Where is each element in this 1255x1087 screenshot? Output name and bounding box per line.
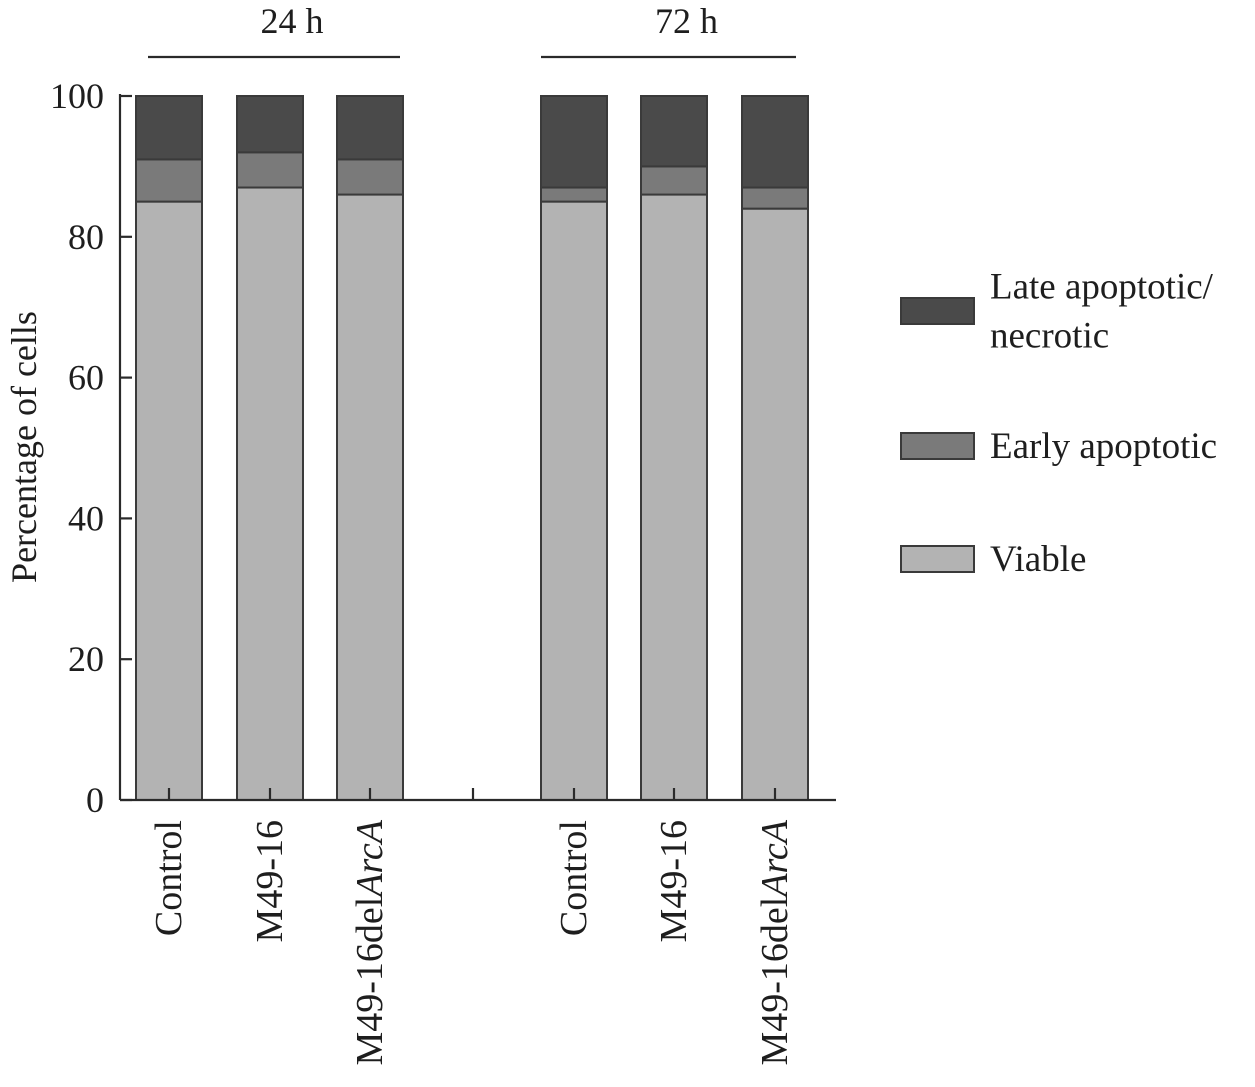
bar-segment-late-apoptotic [540, 95, 608, 189]
y-axis-title: Percentage of cells [4, 311, 44, 583]
y-tick-label: 60 [68, 358, 104, 398]
x-category-label: M49-16 [249, 820, 291, 942]
x-category-label: M49-16delArcA [754, 819, 796, 1065]
y-tick-label: 40 [68, 498, 104, 538]
stacked-bar [135, 95, 203, 802]
bar-segment-late-apoptotic [236, 95, 304, 154]
group-headers: 24 h 72 h [148, 1, 796, 59]
legend-label: Late apoptotic/ [990, 267, 1214, 308]
stacked-bar [540, 95, 608, 802]
bar-segment-early-apoptotic [640, 165, 708, 196]
x-category-label: M49-16delArcA [349, 819, 391, 1065]
y-tick-label: 80 [68, 217, 104, 257]
bar-segment-late-apoptotic [336, 95, 404, 161]
legend-swatch [900, 432, 975, 460]
bar-segment-viable [135, 200, 203, 802]
stacked-bar [640, 95, 708, 801]
stacked-bar [236, 95, 304, 801]
bar-segment-viable [741, 207, 809, 801]
bar-segment-viable [336, 193, 404, 801]
legend-label: necrotic [990, 316, 1109, 357]
bar-segment-late-apoptotic [135, 95, 203, 161]
bar-segment-early-apoptotic [236, 151, 304, 189]
legend-label: Viable [990, 539, 1086, 580]
x-category-label: Control [553, 820, 595, 936]
y-tick-label: 0 [86, 780, 104, 820]
bar-segment-late-apoptotic [741, 95, 809, 189]
legend-item: Viable [900, 539, 1086, 580]
bar-segment-viable [236, 186, 304, 801]
bar-segment-early-apoptotic [135, 158, 203, 203]
group-label: 24 h [261, 1, 324, 41]
bar-segment-early-apoptotic [540, 186, 608, 203]
stacked-bar [741, 95, 809, 801]
bar-segment-early-apoptotic [741, 186, 809, 210]
legend-item: Late apoptotic/necrotic [900, 267, 1214, 357]
bars [135, 95, 809, 802]
legend-swatch [900, 545, 975, 573]
y-axis: 0 20 40 60 80 100 [50, 76, 132, 820]
x-category-label: Control [148, 820, 190, 936]
bar-segment-early-apoptotic [336, 158, 404, 196]
bar-segment-late-apoptotic [640, 95, 708, 168]
x-category-label: M49-16 [653, 820, 695, 942]
legend-label: Early apoptotic [990, 426, 1217, 467]
bar-segment-viable [640, 193, 708, 801]
x-axis: Control M49-16 M49-16delArcA Control M49-16 M… [120, 788, 836, 1066]
legend: Late apoptotic/necrotic Early apoptotic Vi… [900, 267, 1217, 580]
legend-swatch [900, 297, 975, 325]
bar-segment-viable [540, 200, 608, 802]
stacked-bar [336, 95, 404, 801]
legend-item: Early apoptotic [900, 426, 1217, 467]
y-tick-label: 20 [68, 639, 104, 679]
y-tick-label: 100 [50, 76, 104, 116]
group-label: 72 h [655, 1, 718, 41]
